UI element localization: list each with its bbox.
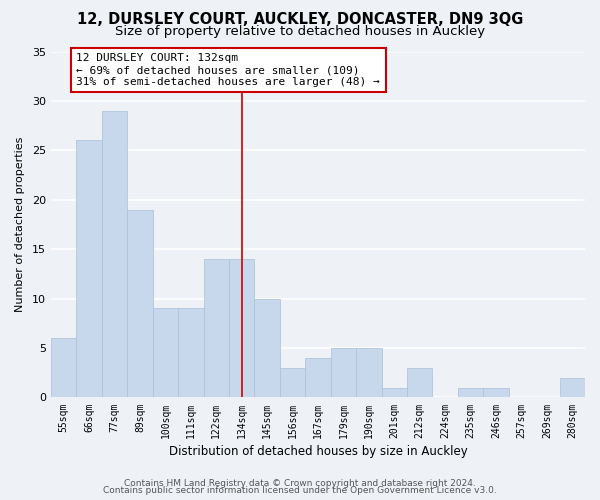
Bar bbox=[356, 348, 382, 398]
Bar bbox=[152, 308, 178, 398]
Text: Size of property relative to detached houses in Auckley: Size of property relative to detached ho… bbox=[115, 25, 485, 38]
Bar bbox=[178, 308, 203, 398]
Bar bbox=[483, 388, 509, 398]
Bar bbox=[127, 210, 152, 398]
Text: Contains public sector information licensed under the Open Government Licence v3: Contains public sector information licen… bbox=[103, 486, 497, 495]
Bar bbox=[203, 259, 229, 398]
Bar bbox=[280, 368, 305, 398]
Bar bbox=[254, 298, 280, 398]
Bar bbox=[51, 338, 76, 398]
Bar bbox=[407, 368, 433, 398]
Y-axis label: Number of detached properties: Number of detached properties bbox=[15, 137, 25, 312]
Bar bbox=[229, 259, 254, 398]
Bar bbox=[76, 140, 102, 398]
Bar bbox=[102, 111, 127, 398]
Bar bbox=[458, 388, 483, 398]
Bar bbox=[331, 348, 356, 398]
Bar bbox=[305, 358, 331, 398]
Bar bbox=[382, 388, 407, 398]
Text: Contains HM Land Registry data © Crown copyright and database right 2024.: Contains HM Land Registry data © Crown c… bbox=[124, 478, 476, 488]
Text: 12 DURSLEY COURT: 132sqm
← 69% of detached houses are smaller (109)
31% of semi-: 12 DURSLEY COURT: 132sqm ← 69% of detach… bbox=[76, 54, 380, 86]
Bar bbox=[560, 378, 585, 398]
X-axis label: Distribution of detached houses by size in Auckley: Distribution of detached houses by size … bbox=[169, 444, 467, 458]
Text: 12, DURSLEY COURT, AUCKLEY, DONCASTER, DN9 3QG: 12, DURSLEY COURT, AUCKLEY, DONCASTER, D… bbox=[77, 12, 523, 28]
